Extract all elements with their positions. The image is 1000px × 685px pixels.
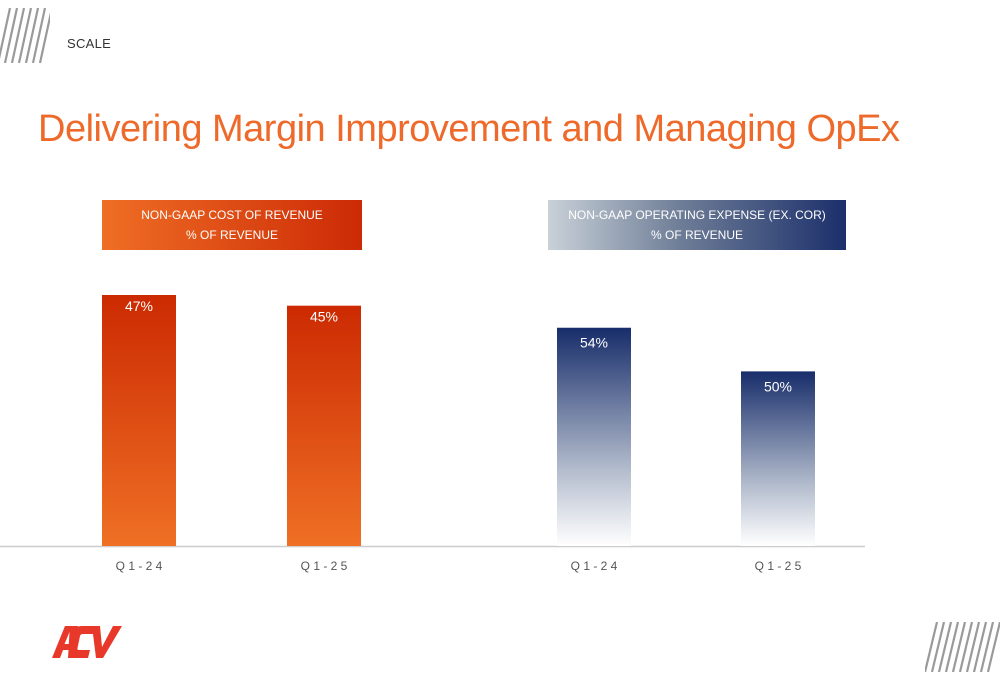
section-label: SCALE xyxy=(67,36,112,51)
chart-header-cost-of-revenue: NON-GAAP COST OF REVENUE % OF REVENUE xyxy=(102,200,362,250)
chart-header-line-2: % OF REVENUE xyxy=(185,228,278,242)
data-label-cost-of-revenue-2: 45% xyxy=(310,309,338,325)
data-label-operating-expense-2: 50% xyxy=(764,378,792,394)
data-label-cost-of-revenue-1: 47% xyxy=(125,298,153,314)
x-tick-label-operating-expense-1: Q 1 - 2 4 xyxy=(571,559,618,573)
chart-header-operating-expense: NON-GAAP OPERATING EXPENSE (EX. COR) % O… xyxy=(548,200,846,250)
corner-stripes-decoration xyxy=(0,8,50,63)
chart-header-line-1: NON-GAAP COST OF REVENUE xyxy=(141,208,323,222)
data-label-operating-expense-1: 54% xyxy=(580,335,608,351)
bar-cost-of-revenue-1 xyxy=(102,295,176,546)
acv-logo xyxy=(52,626,122,658)
bar-operating-expense-1 xyxy=(557,327,631,546)
page-title: Delivering Margin Improvement and Managi… xyxy=(38,108,900,150)
chart-header-line-2: % OF REVENUE xyxy=(650,228,743,242)
x-tick-label-operating-expense-2: Q 1 - 2 5 xyxy=(755,559,802,573)
bar-operating-expense-2 xyxy=(741,371,815,546)
x-tick-label-cost-of-revenue-2: Q 1 - 2 5 xyxy=(301,559,348,573)
x-tick-label-cost-of-revenue-1: Q 1 - 2 4 xyxy=(116,559,163,573)
bar-cost-of-revenue-2 xyxy=(287,305,361,546)
chart-header-line-1: NON-GAAP OPERATING EXPENSE (EX. COR) xyxy=(568,208,826,222)
corner-stripes-decoration xyxy=(925,622,1000,672)
